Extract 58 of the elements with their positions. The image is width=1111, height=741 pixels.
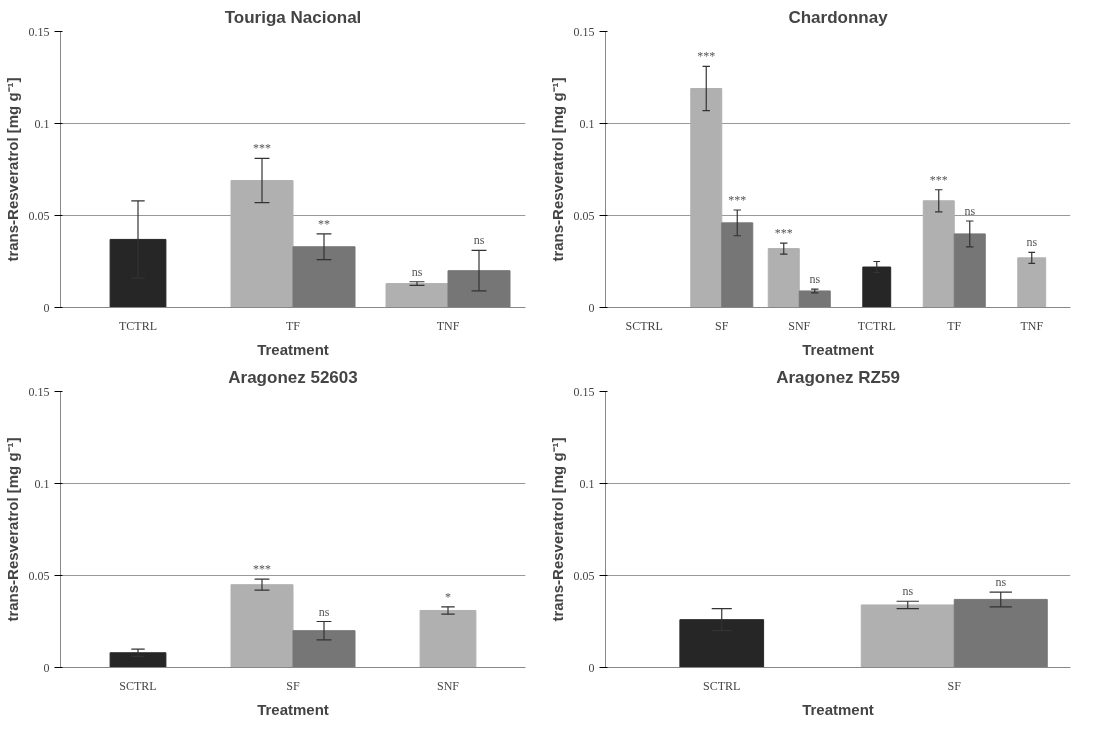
y-tick-label: 0 (43, 300, 50, 315)
y-tick-label: 0.1 (34, 116, 50, 131)
x-tick-label: TCTRL (119, 318, 157, 333)
chart-title: Aragonez 52603 (228, 367, 358, 387)
y-axis-title: trans-Resveratrol [mg g⁻¹] (548, 437, 566, 622)
data-label: ns (1026, 235, 1038, 250)
data-label: *** (929, 172, 948, 187)
data-label: ns (411, 264, 423, 279)
data-label: *** (253, 562, 271, 577)
x-axis-title: Treatment (257, 340, 329, 358)
y-tick-label: 0.15 (28, 384, 50, 399)
y-tick-label: 0.05 (28, 568, 50, 583)
y-tick-label: 0.1 (579, 116, 595, 131)
data-label: ** (318, 216, 330, 231)
data-label: ns (318, 604, 330, 619)
x-tick-label: SF (715, 318, 729, 333)
chart-title: Aragonez RZ59 (776, 367, 900, 387)
y-tick-label: 0.05 (573, 568, 595, 583)
chart-title: Chardonnay (788, 7, 889, 27)
data-label: ns (995, 575, 1007, 590)
y-axis-title: trans-Resveratrol [mg g⁻¹] (548, 77, 566, 262)
data-label: *** (697, 49, 716, 64)
data-label: ns (473, 233, 485, 248)
data-label: *** (728, 192, 747, 207)
x-axis-title: Treatment (802, 700, 874, 718)
x-tick-label: TCTRL (857, 318, 896, 333)
data-label: ns (902, 584, 914, 599)
x-tick-label: SCTRL (625, 318, 663, 333)
y-tick-label: 0.15 (573, 24, 595, 39)
data-label: *** (253, 141, 271, 156)
y-tick-label: 0.15 (573, 384, 595, 399)
x-tick-label: TNF (436, 318, 460, 333)
y-tick-label: 0 (43, 660, 50, 675)
x-tick-label: SNF (436, 678, 460, 693)
y-tick-label: 0.1 (34, 476, 50, 491)
x-tick-label: SCTRL (119, 678, 157, 693)
y-tick-label: 0.05 (28, 208, 50, 223)
y-tick-label: 0 (588, 300, 595, 315)
x-tick-label: SF (286, 678, 300, 693)
y-tick-label: 0.15 (28, 24, 50, 39)
x-tick-label: TNF (1020, 318, 1044, 333)
chart-title: Touriga Nacional (224, 7, 362, 27)
x-tick-label: SNF (788, 318, 811, 333)
y-tick-label: 0 (588, 660, 595, 675)
data-label: *** (774, 226, 793, 241)
x-tick-label: SF (947, 678, 962, 693)
x-tick-label: TF (947, 318, 962, 333)
x-tick-label: TF (286, 318, 301, 333)
y-axis-title: trans-Resveratrol [mg g⁻¹] (3, 437, 21, 622)
data-label: ns (809, 272, 821, 287)
x-tick-label: SCTRL (703, 678, 741, 693)
y-tick-label: 0.1 (579, 476, 595, 491)
y-tick-label: 0.05 (573, 208, 595, 223)
x-axis-title: Treatment (257, 700, 329, 718)
x-axis-title: Treatment (802, 340, 874, 358)
data-label: ns (964, 204, 976, 219)
data-label: * (445, 589, 451, 604)
y-axis-title: trans-Resveratrol [mg g⁻¹] (3, 77, 21, 262)
